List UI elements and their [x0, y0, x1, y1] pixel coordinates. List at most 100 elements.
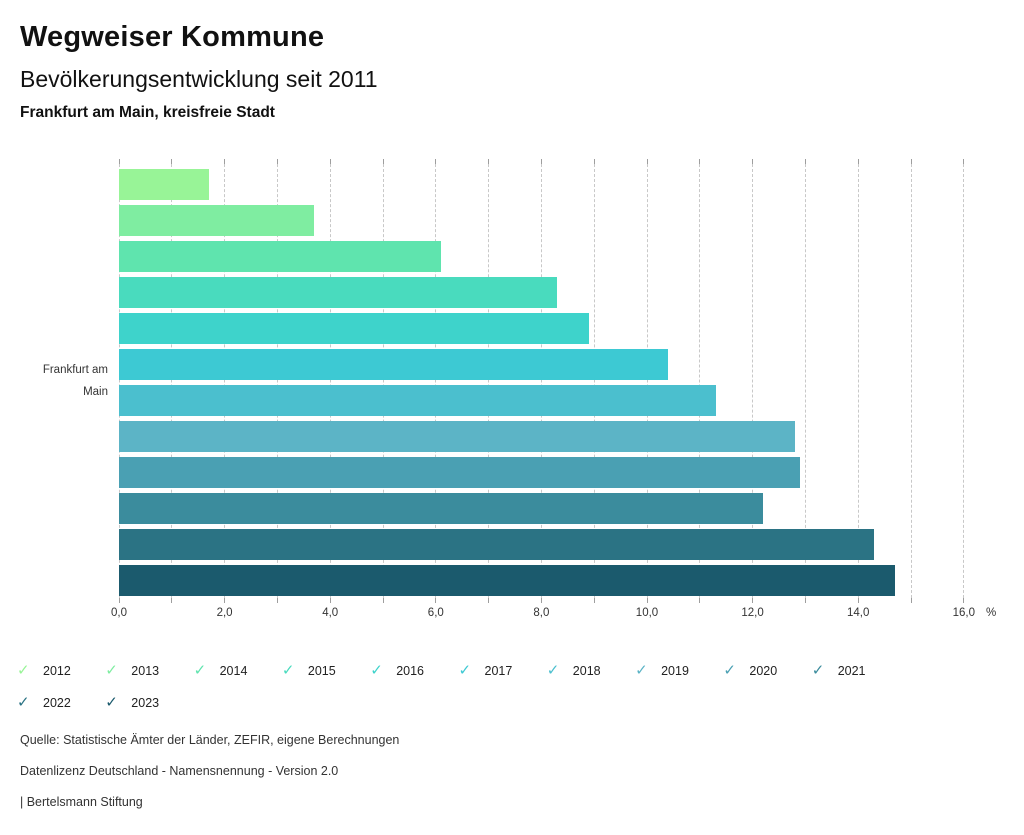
y-axis-category-label: Frankfurt am Main — [0, 359, 108, 403]
check-icon: ✓ — [723, 662, 736, 679]
bar-2020[interactable] — [119, 457, 801, 488]
axis-tick-bottom — [857, 598, 859, 603]
x-tick-label: 14,0 — [846, 607, 870, 619]
axis-tick-top — [329, 159, 331, 164]
vertical-gridline — [910, 159, 912, 603]
axis-tick-bottom — [171, 598, 173, 603]
axis-tick-bottom — [488, 598, 490, 603]
axis-tick-bottom — [593, 598, 595, 603]
check-icon: ✓ — [17, 694, 30, 711]
axis-tick-top — [382, 159, 384, 164]
page-title: Wegweiser Kommune — [20, 21, 325, 53]
check-icon: ✓ — [458, 662, 472, 679]
legend-year-label: 2023 — [131, 696, 160, 710]
axis-tick-bottom — [435, 598, 437, 603]
attribution-text: | Bertelsmann Stiftung — [20, 795, 143, 809]
bar-2016[interactable] — [119, 313, 589, 344]
x-tick-label: 12,0 — [741, 607, 764, 619]
x-tick-label: 8,0 — [533, 607, 550, 619]
legend-item-2016[interactable]: ✓ 2016 — [370, 662, 424, 680]
legend-item-2021[interactable]: ✓ 2021 — [812, 662, 866, 680]
axis-tick-top — [224, 159, 226, 164]
check-icon: ✓ — [370, 662, 383, 679]
axis-tick-bottom — [963, 598, 965, 603]
bar-2019[interactable] — [119, 421, 795, 452]
legend-year-label: 2019 — [661, 664, 689, 678]
axis-tick-bottom — [910, 598, 912, 603]
axis-tick-bottom — [646, 598, 648, 603]
axis-tick-bottom — [540, 598, 542, 603]
bar-2015[interactable] — [119, 277, 558, 308]
axis-tick-top — [171, 159, 173, 164]
x-tick-label: 4,0 — [322, 607, 339, 619]
legend-item-2020[interactable]: ✓ 2020 — [723, 662, 777, 680]
vertical-gridline — [963, 159, 965, 603]
check-icon: ✓ — [17, 662, 30, 679]
legend-item-2022[interactable]: ✓ 2022 — [17, 694, 71, 712]
axis-tick-bottom — [804, 598, 806, 603]
check-icon: ✓ — [193, 662, 207, 679]
legend-year-label: 2015 — [307, 664, 336, 678]
axis-tick-top — [910, 159, 912, 164]
legend-item-2014[interactable]: ✓ 2014 — [194, 662, 248, 680]
license-text: Datenlizenz Deutschland - Namensnennung … — [20, 764, 339, 778]
legend-year-label: 2014 — [219, 664, 248, 678]
check-icon: ✓ — [546, 662, 560, 679]
axis-tick-top — [488, 159, 490, 164]
x-tick-label: 10,0 — [635, 607, 659, 619]
x-tick-label: 2,0 — [216, 607, 233, 619]
bar-2022[interactable] — [119, 529, 874, 560]
axis-tick-bottom — [329, 598, 331, 603]
source-text: Quelle: Statistische Ämter der Länder, Z… — [20, 733, 400, 747]
legend-year-label: 2016 — [396, 664, 424, 678]
legend-item-2017[interactable]: ✓ 2017 — [459, 662, 513, 680]
bar-2018[interactable] — [119, 385, 716, 416]
x-tick-label: 6,0 — [427, 607, 444, 619]
y-axis-category-line1: Frankfurt am — [42, 364, 108, 376]
region-subtitle: Frankfurt am Main, kreisfreie Stadt — [20, 104, 275, 121]
check-icon: ✓ — [105, 662, 118, 679]
check-icon: ✓ — [635, 662, 648, 679]
axis-tick-top — [118, 159, 120, 164]
y-axis-category-line2: Main — [83, 386, 108, 398]
legend-item-2019[interactable]: ✓ 2019 — [635, 662, 689, 680]
axis-tick-top — [593, 159, 595, 164]
legend-item-2023[interactable]: ✓ 2023 — [105, 694, 159, 712]
check-icon: ✓ — [105, 694, 118, 711]
legend-year-label: 2017 — [484, 664, 513, 678]
bar-2013[interactable] — [119, 205, 315, 236]
axis-tick-top — [276, 159, 278, 164]
check-icon: ✓ — [811, 662, 825, 679]
x-axis-unit-label: % — [986, 607, 997, 619]
bar-2014[interactable] — [119, 241, 442, 272]
legend-year-label: 2021 — [837, 664, 866, 678]
bar-2017[interactable] — [119, 349, 669, 380]
legend-year-label: 2018 — [572, 664, 601, 678]
legend-item-2018[interactable]: ✓ 2018 — [547, 662, 601, 680]
axis-tick-top — [540, 159, 542, 164]
x-tick-label: 16,0 — [952, 607, 975, 619]
axis-tick-bottom — [752, 598, 754, 603]
bar-2012[interactable] — [119, 169, 209, 200]
axis-tick-top — [804, 159, 806, 164]
axis-tick-top — [699, 159, 701, 164]
check-icon: ✓ — [281, 662, 295, 679]
axis-tick-top — [963, 159, 965, 164]
bar-2021[interactable] — [119, 493, 764, 524]
legend-item-2013[interactable]: ✓ 2013 — [105, 662, 159, 680]
axis-tick-top — [752, 159, 754, 164]
axis-tick-top — [646, 159, 648, 164]
axis-tick-bottom — [224, 598, 226, 603]
axis-tick-bottom — [699, 598, 701, 603]
legend-item-2012[interactable]: ✓ 2012 — [17, 662, 71, 680]
axis-tick-bottom — [276, 598, 278, 603]
x-tick-label: 0,0 — [111, 607, 127, 619]
bar-2023[interactable] — [119, 565, 896, 596]
chart-title: Bevölkerungsentwicklung seit 2011 — [20, 66, 378, 92]
axis-tick-top — [857, 159, 859, 164]
legend-item-2015[interactable]: ✓ 2015 — [282, 662, 336, 680]
legend-year-label: 2020 — [749, 664, 778, 678]
axis-tick-top — [435, 159, 437, 164]
